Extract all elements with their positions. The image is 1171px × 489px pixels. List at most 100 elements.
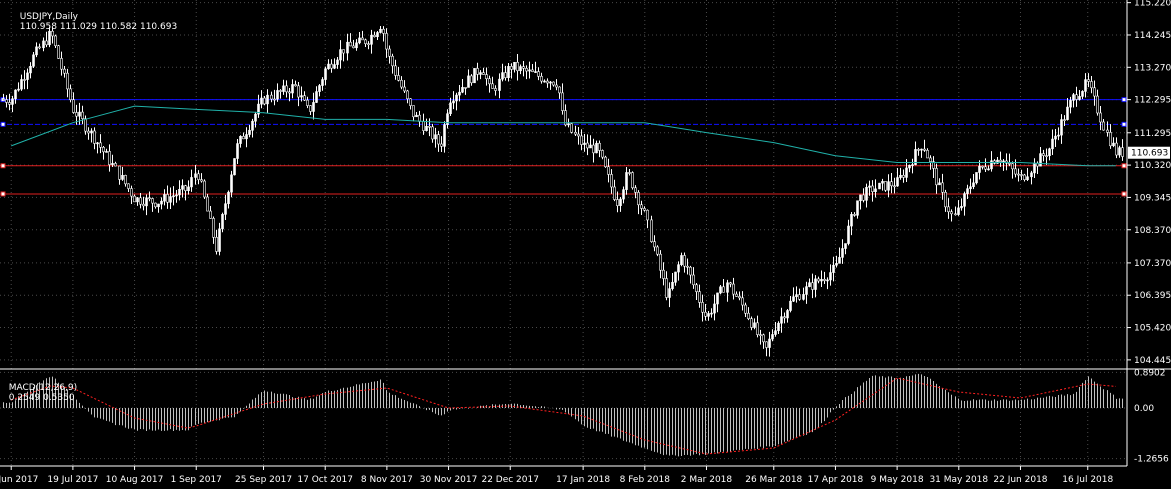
candle-bear	[1017, 173, 1020, 176]
candle-bull	[221, 214, 224, 230]
candle-bear	[203, 180, 206, 198]
candle-bull	[266, 94, 269, 105]
candle-bull	[832, 264, 835, 273]
candle-bull	[1060, 119, 1063, 136]
candle-bear	[364, 39, 367, 45]
candle-bull	[227, 191, 230, 205]
candle-bear	[1115, 142, 1118, 156]
candle-bull	[236, 143, 239, 159]
candle-bear	[616, 199, 619, 206]
candle-bear	[811, 282, 814, 290]
candle-bull	[324, 68, 327, 80]
candle-bear	[1096, 95, 1099, 114]
candle-bear	[1075, 94, 1078, 100]
candle-bull	[291, 84, 294, 94]
x-tick-label: 31 May 2018	[929, 475, 988, 485]
candle-bull	[583, 142, 586, 145]
candle-bear	[656, 246, 659, 255]
candle-bear	[516, 61, 519, 72]
candle-bull	[874, 188, 877, 193]
candle-bear	[659, 253, 662, 271]
y-tick-label: 104.445	[1134, 356, 1171, 366]
candle-bear	[929, 157, 932, 163]
candle-bear	[580, 135, 583, 145]
candle-bull	[1030, 172, 1033, 178]
candle-bear	[81, 111, 84, 120]
candle-bear	[765, 341, 768, 348]
moving-average-line	[11, 105, 1116, 167]
macd-indicator	[3, 373, 1123, 457]
candle-bear	[923, 148, 926, 151]
level-handle-left[interactable]	[0, 121, 6, 127]
candle-bull	[896, 177, 899, 187]
candle-bear	[756, 322, 759, 335]
candle-bull	[346, 41, 349, 54]
level-handle-right[interactable]	[1121, 191, 1127, 197]
x-tick-label: 22 Dec 2017	[481, 475, 539, 485]
candle-bull	[1002, 160, 1005, 163]
candle-bear	[1102, 121, 1105, 131]
y-tick-label: 112.295	[1134, 96, 1171, 106]
level-handle-right[interactable]	[1121, 163, 1127, 169]
level-handle-right[interactable]	[1121, 121, 1127, 127]
candle-bear	[127, 183, 130, 189]
candle-bull	[172, 195, 175, 198]
candle-bear	[54, 35, 57, 47]
candle-bull	[498, 78, 501, 91]
candle-bull	[957, 207, 960, 215]
candle-bear	[349, 41, 352, 47]
candle-bear	[373, 34, 376, 38]
candle-bull	[1033, 162, 1036, 174]
level-handle-left[interactable]	[0, 191, 6, 197]
candle-bear	[613, 186, 616, 200]
candle-bull	[32, 54, 35, 67]
candle-bull	[507, 66, 510, 78]
candle-bear	[412, 105, 415, 118]
candle-bear	[45, 40, 48, 46]
candle-bear	[51, 30, 54, 37]
level-handle-left[interactable]	[0, 163, 6, 169]
candle-bear	[197, 173, 200, 180]
candle-bear	[558, 86, 561, 94]
level-handle-right[interactable]	[1121, 97, 1127, 103]
candle-bear	[750, 318, 753, 328]
y-tick-label: 106.395	[1134, 291, 1171, 301]
candle-bull	[1048, 148, 1051, 157]
candle-bull	[899, 174, 902, 178]
candle-bull	[680, 255, 683, 266]
candle-bear	[634, 187, 637, 193]
candle-bull	[513, 61, 516, 70]
candle-bull	[300, 95, 303, 98]
candle-bear	[154, 202, 157, 208]
candle-bear	[1008, 162, 1011, 165]
candle-bear	[84, 118, 87, 132]
candle-bull	[443, 124, 446, 147]
candle-bull	[26, 72, 29, 80]
candle-bear	[476, 68, 479, 75]
candle-bull	[1081, 91, 1084, 97]
candle-bear	[2, 99, 5, 101]
candle-bull	[239, 136, 242, 144]
x-tick-label: 8 Feb 2018	[620, 475, 671, 485]
candle-bull	[820, 279, 823, 282]
candle-bull	[370, 34, 373, 45]
candle-bull	[808, 282, 811, 287]
candle-bull	[622, 189, 625, 200]
candle-bull	[713, 303, 716, 314]
candle-bull	[716, 292, 719, 305]
candle-bear	[23, 79, 26, 81]
x-tick-label: 9 May 2018	[871, 475, 924, 485]
candle-bear	[531, 69, 534, 72]
candle-bear	[422, 121, 425, 131]
candle-bear	[586, 142, 589, 149]
current-price-label: 110.693	[1131, 149, 1168, 159]
candle-bear	[1099, 112, 1102, 123]
candle-bull	[446, 113, 449, 125]
x-tick-label: 10 Aug 2017	[106, 475, 164, 485]
candle-bull	[619, 198, 622, 206]
candle-bear	[388, 48, 391, 57]
candle-bear	[954, 213, 957, 216]
candle-bull	[452, 100, 455, 104]
macd-header: MACD(12,26,9) 0.2549 0.5350	[3, 373, 77, 403]
